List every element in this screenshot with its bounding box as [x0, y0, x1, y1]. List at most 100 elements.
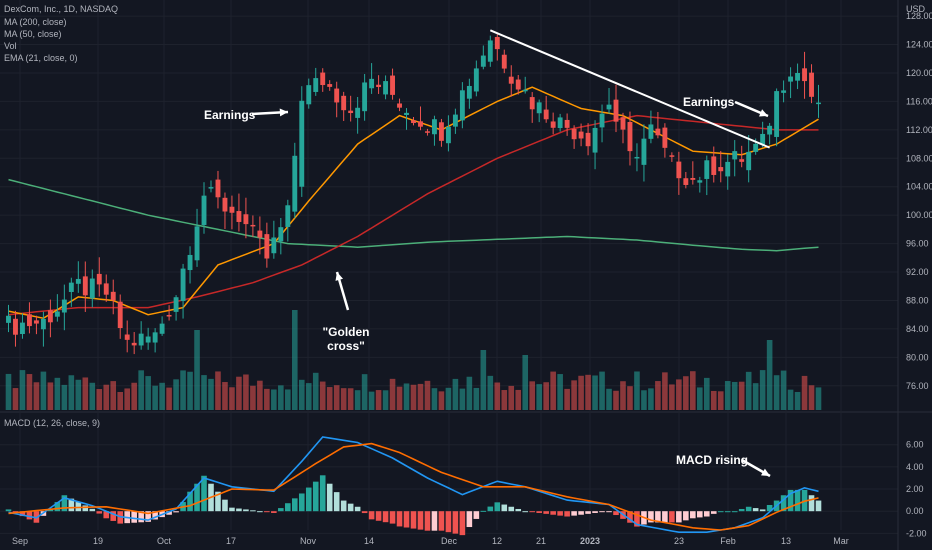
candle-body — [327, 84, 333, 87]
macd-histogram-bar — [634, 511, 640, 527]
volume-bar — [257, 380, 263, 410]
macd-histogram-bar — [529, 511, 536, 513]
volume-bar — [173, 379, 179, 410]
candle-body — [187, 254, 193, 271]
candle-body — [704, 160, 710, 179]
earnings-arrow-1-head — [279, 108, 288, 117]
candle-body — [711, 156, 717, 175]
candle-body — [6, 315, 11, 323]
volume-bar — [298, 379, 305, 410]
volume-bar — [564, 388, 570, 410]
macd-histogram-bar — [243, 509, 249, 512]
macd-histogram-bar — [571, 511, 577, 516]
macd-histogram-bar — [354, 506, 361, 512]
candle-body — [697, 180, 703, 183]
candle-body — [669, 155, 675, 157]
volume-bar — [12, 388, 19, 410]
volume-bar — [264, 388, 270, 410]
volume-bar — [5, 373, 12, 410]
time-tick-label: Oct — [157, 536, 172, 546]
candle-body — [571, 128, 577, 140]
volume-bar — [312, 372, 319, 410]
series-line-ma-1 — [8, 114, 819, 316]
macd-histogram-bar — [794, 489, 801, 512]
annotation-earnings-2: Earnings — [683, 95, 735, 109]
signal-line — [8, 442, 819, 531]
volume-bar — [131, 382, 137, 410]
volume-bar — [655, 381, 661, 410]
macd-panel — [5, 436, 822, 536]
volume-bar — [103, 384, 110, 410]
volume-bar — [745, 371, 752, 410]
macd-histogram-bar — [417, 511, 424, 530]
volume-bar — [606, 388, 612, 410]
macd-histogram-bar — [291, 498, 298, 512]
volume-bar — [592, 375, 598, 410]
macd-histogram-bar — [389, 511, 396, 524]
candle-body — [578, 131, 584, 139]
volume-bar — [543, 382, 549, 410]
macd-histogram-bar — [305, 487, 312, 512]
macd-histogram-bar — [375, 511, 382, 521]
macd-histogram-bar — [382, 511, 389, 523]
macd-histogram-bar — [648, 511, 654, 523]
volume-bar — [766, 340, 773, 410]
volume-bar — [620, 381, 626, 410]
macd-histogram-bar — [445, 511, 452, 533]
golden-cross-arrow-head — [335, 272, 344, 281]
time-tick-label: Dec — [441, 536, 458, 546]
macd-histogram-bar — [717, 511, 724, 513]
volume-bar — [697, 387, 703, 410]
price-tick-label: 116.00 — [906, 96, 932, 106]
volume-bar — [410, 384, 417, 410]
candle-body — [774, 91, 780, 137]
macd-histogram-bar — [257, 511, 263, 513]
volume-bar — [222, 382, 228, 410]
candle-body — [201, 195, 207, 226]
macd-histogram-bar — [787, 489, 794, 512]
candle-body — [627, 121, 633, 152]
legend-vol: Vol — [4, 41, 17, 51]
candle-body — [655, 128, 661, 136]
candle-body — [725, 161, 731, 177]
price-tick-label: 88.00 — [906, 295, 929, 305]
candle-body — [110, 291, 116, 301]
macd-histogram-bar — [676, 511, 682, 523]
candle-body — [809, 72, 814, 97]
candle-body — [159, 323, 165, 334]
candle-body — [348, 110, 354, 114]
macd-histogram-bar — [215, 491, 221, 512]
candle-body — [376, 84, 382, 87]
candle-body — [795, 72, 801, 81]
macd-histogram-bar — [236, 508, 242, 512]
candle-body — [432, 119, 437, 135]
volume-bar — [710, 390, 717, 410]
volume-bar — [634, 371, 640, 410]
candle-body — [54, 311, 60, 317]
volume-bar — [438, 391, 445, 410]
volume-bar — [759, 370, 766, 410]
macd-histogram-bar — [68, 498, 75, 512]
volume-bar — [396, 386, 403, 410]
volume-bar — [669, 384, 675, 410]
volume-bar — [536, 384, 542, 410]
volume-bar — [305, 383, 312, 410]
macd-histogram-bar — [173, 511, 179, 513]
macd-histogram-bar — [655, 511, 661, 523]
macd-histogram-bar — [599, 511, 605, 513]
macd-histogram-bar — [138, 511, 144, 523]
macd-histogram-bar — [780, 495, 787, 512]
volume-bar — [459, 388, 466, 410]
candle-body — [473, 68, 479, 92]
macd-histogram-bar — [298, 493, 305, 512]
candle-body — [404, 112, 409, 115]
volume-bar — [187, 371, 193, 410]
volume-bar — [578, 375, 584, 410]
volume-bar — [466, 376, 473, 410]
macd-histogram-bar — [396, 511, 403, 527]
candle-body — [180, 268, 186, 302]
volume-bar — [557, 374, 563, 410]
macd-histogram-bar — [766, 504, 773, 512]
macd-histogram-bar — [82, 505, 89, 512]
macd-histogram-bar — [438, 511, 445, 531]
